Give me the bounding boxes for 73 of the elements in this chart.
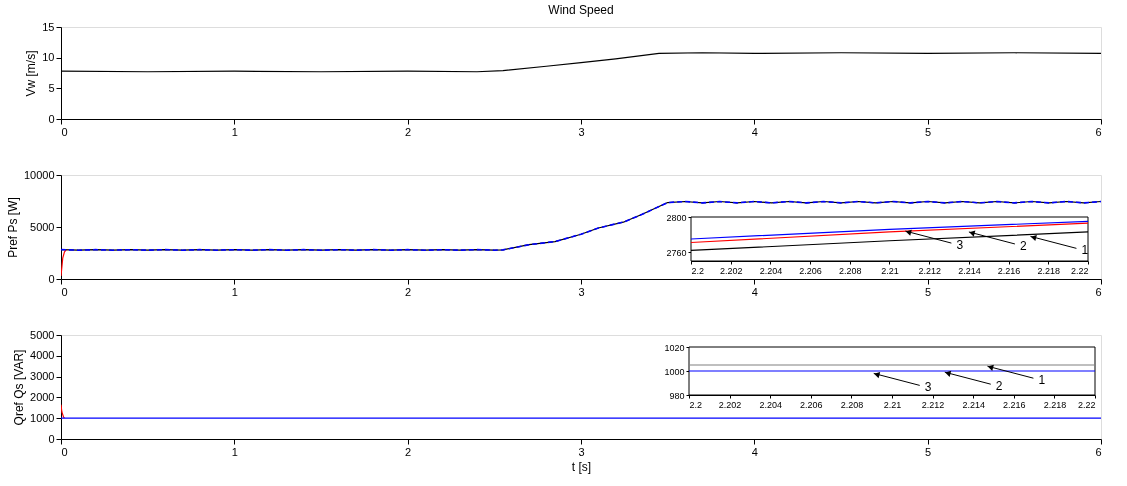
x-tick-label: 2 — [405, 125, 412, 138]
x-tick-label: 2.202 — [719, 265, 743, 276]
x-tick-label: 6 — [1095, 445, 1102, 458]
x-tick-label: 4 — [751, 285, 758, 298]
y-tick-label: 2760 — [666, 247, 687, 258]
y-axis-title: Pref Ps [W] — [5, 197, 20, 258]
y-tick-label: 4000 — [30, 349, 55, 362]
x-tick-label: 2.218 — [1043, 399, 1067, 410]
x-tick-label: 2 — [405, 445, 412, 458]
line-series — [61, 249, 67, 277]
x-axis-title: t [s] — [571, 459, 592, 474]
x-tick-label: 2.206 — [799, 265, 822, 276]
annotation: 3 — [956, 238, 964, 253]
x-tick-label: 2.218 — [1037, 265, 1061, 276]
y-tick-label: 3000 — [30, 370, 55, 383]
x-tick-label: 2.214 — [958, 265, 981, 276]
x-tick-label: 2.21 — [881, 265, 899, 276]
x-tick-label: 3 — [578, 445, 585, 458]
x-tick-label: 5 — [925, 125, 932, 138]
x-tick-label: 2.2 — [689, 399, 703, 410]
x-tick-label: 2.204 — [759, 399, 782, 410]
x-tick-label: 2.208 — [839, 265, 862, 276]
x-tick-label: 0 — [61, 125, 68, 138]
chart-title: Wind Speed — [548, 3, 614, 17]
y-axis-title: Vw [m/s] — [24, 50, 39, 97]
x-tick-label: 3 — [578, 125, 585, 138]
annotation: 2 — [1019, 238, 1027, 253]
annotation: 1 — [1038, 373, 1046, 388]
x-tick-label: 2.208 — [840, 399, 864, 410]
y-tick-label: 980 — [669, 390, 685, 401]
annotation: 2 — [995, 379, 1003, 394]
y-tick-label: 5000 — [30, 328, 55, 341]
annotation: 3 — [924, 380, 932, 395]
x-tick-label: 1 — [231, 445, 238, 458]
y-tick-label: 0 — [48, 112, 55, 125]
y-tick-label: 15 — [42, 20, 55, 33]
x-tick-label: 0 — [61, 285, 68, 298]
x-tick-label: 2.2 — [691, 265, 705, 276]
x-tick-label: 3 — [578, 285, 585, 298]
x-tick-label: 4 — [751, 445, 758, 458]
y-tick-label: 0 — [48, 432, 55, 445]
y-tick-label: 5000 — [30, 220, 55, 233]
y-tick-label: 1000 — [30, 411, 55, 424]
x-tick-label: 4 — [751, 125, 758, 138]
x-tick-label: 5 — [925, 285, 932, 298]
x-tick-label: 6 — [1095, 285, 1102, 298]
y-tick-label: 10000 — [23, 168, 55, 181]
y-tick-label: 2800 — [666, 212, 687, 223]
x-tick-label: 0 — [61, 445, 68, 458]
x-tick-label: 2.206 — [800, 399, 823, 410]
x-tick-label: 2.216 — [997, 265, 1021, 276]
y-tick-label: 1000 — [664, 366, 685, 377]
x-tick-label: 2.202 — [718, 399, 742, 410]
y-tick-label: 5 — [48, 81, 55, 94]
x-tick-label: 5 — [925, 445, 932, 458]
x-tick-label: 2.212 — [918, 265, 941, 276]
x-tick-label: 2.216 — [1003, 399, 1026, 410]
x-tick-label: 2.212 — [921, 399, 945, 410]
x-tick-label: 2.214 — [962, 399, 985, 410]
line-series — [61, 404, 66, 419]
x-tick-label: 2.22 — [1070, 265, 1089, 276]
y-tick-label: 1020 — [664, 342, 685, 353]
x-tick-label: 2.22 — [1077, 399, 1096, 410]
x-tick-label: 1 — [231, 125, 238, 138]
x-tick-label: 2.21 — [883, 399, 902, 410]
annotation: 1 — [1081, 243, 1089, 258]
x-tick-label: 6 — [1095, 125, 1102, 138]
y-tick-label: 2000 — [30, 390, 55, 403]
y-axis-title: Qref Qs [VAR] — [12, 349, 27, 426]
y-tick-label: 10 — [42, 51, 55, 64]
x-tick-label: 2.204 — [759, 265, 783, 276]
x-tick-label: 2 — [405, 285, 412, 298]
x-tick-label: 1 — [231, 285, 238, 298]
